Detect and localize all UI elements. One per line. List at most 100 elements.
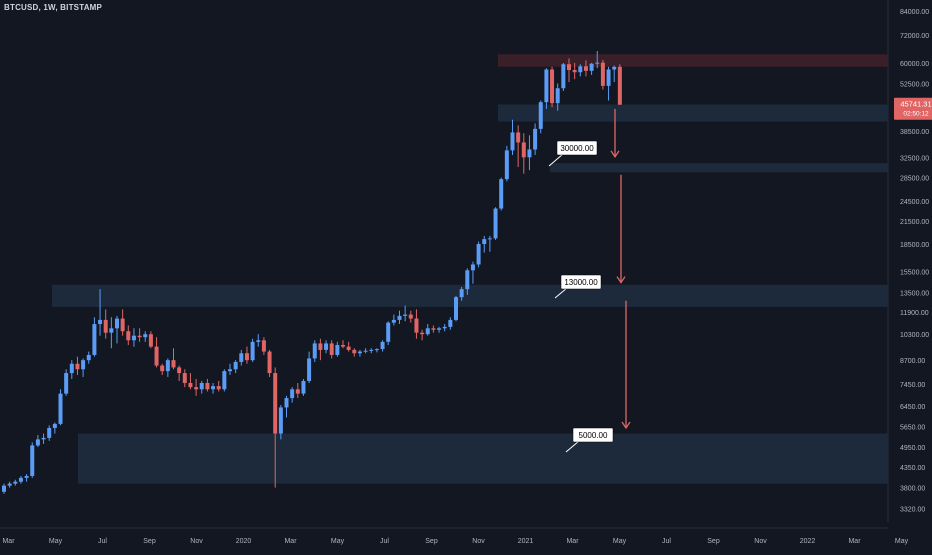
candle[interactable]: [131, 328, 136, 347]
candle[interactable]: [222, 369, 227, 392]
candle[interactable]: [211, 383, 216, 394]
candle[interactable]: [35, 434, 40, 447]
candle[interactable]: [538, 100, 543, 134]
candle[interactable]: [369, 348, 374, 354]
candle[interactable]: [47, 425, 52, 441]
candle[interactable]: [510, 119, 515, 155]
candle[interactable]: [617, 64, 622, 105]
candle[interactable]: [448, 317, 453, 330]
forecast-arrow[interactable]: [621, 300, 631, 430]
candle[interactable]: [578, 64, 583, 77]
candle[interactable]: [442, 324, 447, 332]
candle[interactable]: [414, 309, 419, 339]
candle[interactable]: [335, 341, 340, 357]
candle[interactable]: [244, 346, 249, 364]
candle[interactable]: [437, 326, 442, 333]
candle[interactable]: [250, 338, 255, 362]
candle[interactable]: [41, 433, 46, 444]
candle[interactable]: [154, 337, 159, 368]
candle[interactable]: [561, 62, 566, 92]
candle[interactable]: [374, 348, 379, 353]
candle[interactable]: [148, 331, 153, 349]
candle[interactable]: [583, 60, 588, 77]
candle[interactable]: [493, 207, 498, 240]
candle[interactable]: [194, 378, 199, 396]
zone-callout[interactable]: 5000.00: [565, 427, 614, 453]
candle[interactable]: [64, 369, 69, 396]
candle[interactable]: [239, 349, 244, 366]
candle[interactable]: [30, 442, 35, 478]
candle[interactable]: [86, 351, 91, 364]
candle[interactable]: [346, 341, 351, 352]
candle[interactable]: [425, 324, 430, 336]
candle[interactable]: [533, 123, 538, 155]
zone-callout[interactable]: 30000.00: [548, 140, 598, 167]
candle[interactable]: [171, 348, 176, 370]
candle[interactable]: [69, 360, 74, 379]
candle[interactable]: [290, 387, 295, 403]
candle[interactable]: [352, 348, 357, 357]
candle[interactable]: [92, 317, 97, 357]
forecast-arrow[interactable]: [610, 108, 620, 159]
candle[interactable]: [341, 340, 345, 349]
candle[interactable]: [81, 358, 86, 377]
candle[interactable]: [7, 481, 12, 488]
candle[interactable]: [216, 380, 221, 392]
candle[interactable]: [357, 349, 362, 357]
candle[interactable]: [516, 125, 521, 168]
candle[interactable]: [24, 474, 29, 482]
candle[interactable]: [160, 363, 165, 376]
support-zone-5000[interactable]: [78, 433, 888, 484]
candle[interactable]: [612, 65, 617, 83]
candle[interactable]: [555, 83, 560, 111]
candle[interactable]: [408, 310, 413, 323]
candle[interactable]: [284, 395, 289, 418]
candle[interactable]: [58, 389, 63, 426]
candle[interactable]: [126, 325, 131, 346]
candle[interactable]: [476, 241, 481, 268]
support-zone-45000[interactable]: [498, 104, 888, 122]
candle[interactable]: [572, 62, 577, 80]
candle[interactable]: [527, 135, 532, 171]
candle[interactable]: [459, 286, 464, 301]
candle[interactable]: [256, 334, 261, 347]
candle[interactable]: [267, 349, 272, 377]
candle[interactable]: [165, 358, 170, 377]
candle[interactable]: [391, 314, 396, 326]
candle[interactable]: [75, 356, 80, 376]
candle[interactable]: [261, 337, 266, 355]
support-zone-13000[interactable]: [52, 284, 888, 307]
forecast-arrow[interactable]: [616, 174, 626, 284]
candle[interactable]: [470, 261, 475, 284]
candle[interactable]: [115, 315, 119, 344]
candle[interactable]: [143, 331, 148, 342]
candle[interactable]: [499, 177, 504, 211]
zone-callout[interactable]: 13000.00: [554, 274, 602, 299]
candle[interactable]: [137, 328, 142, 342]
candle[interactable]: [182, 369, 187, 388]
candle[interactable]: [482, 235, 487, 253]
candle[interactable]: [380, 340, 385, 352]
candle[interactable]: [363, 348, 368, 354]
candle[interactable]: [120, 309, 125, 336]
candle[interactable]: [233, 360, 238, 374]
support-zone-30000[interactable]: [550, 163, 888, 173]
candle[interactable]: [606, 66, 611, 101]
candle[interactable]: [199, 380, 204, 394]
candle[interactable]: [386, 321, 391, 346]
candle[interactable]: [550, 66, 555, 108]
candle[interactable]: [318, 338, 323, 361]
candle[interactable]: [52, 422, 57, 434]
candle[interactable]: [295, 383, 300, 399]
candle[interactable]: [589, 62, 594, 75]
candle[interactable]: [103, 309, 108, 339]
candle[interactable]: [205, 378, 210, 392]
candle[interactable]: [2, 483, 6, 494]
candle[interactable]: [544, 68, 549, 109]
candle[interactable]: [403, 305, 408, 322]
candle[interactable]: [420, 329, 425, 341]
candle[interactable]: [188, 373, 193, 390]
candle[interactable]: [329, 340, 334, 359]
candle[interactable]: [431, 325, 436, 333]
candle[interactable]: [18, 475, 23, 484]
